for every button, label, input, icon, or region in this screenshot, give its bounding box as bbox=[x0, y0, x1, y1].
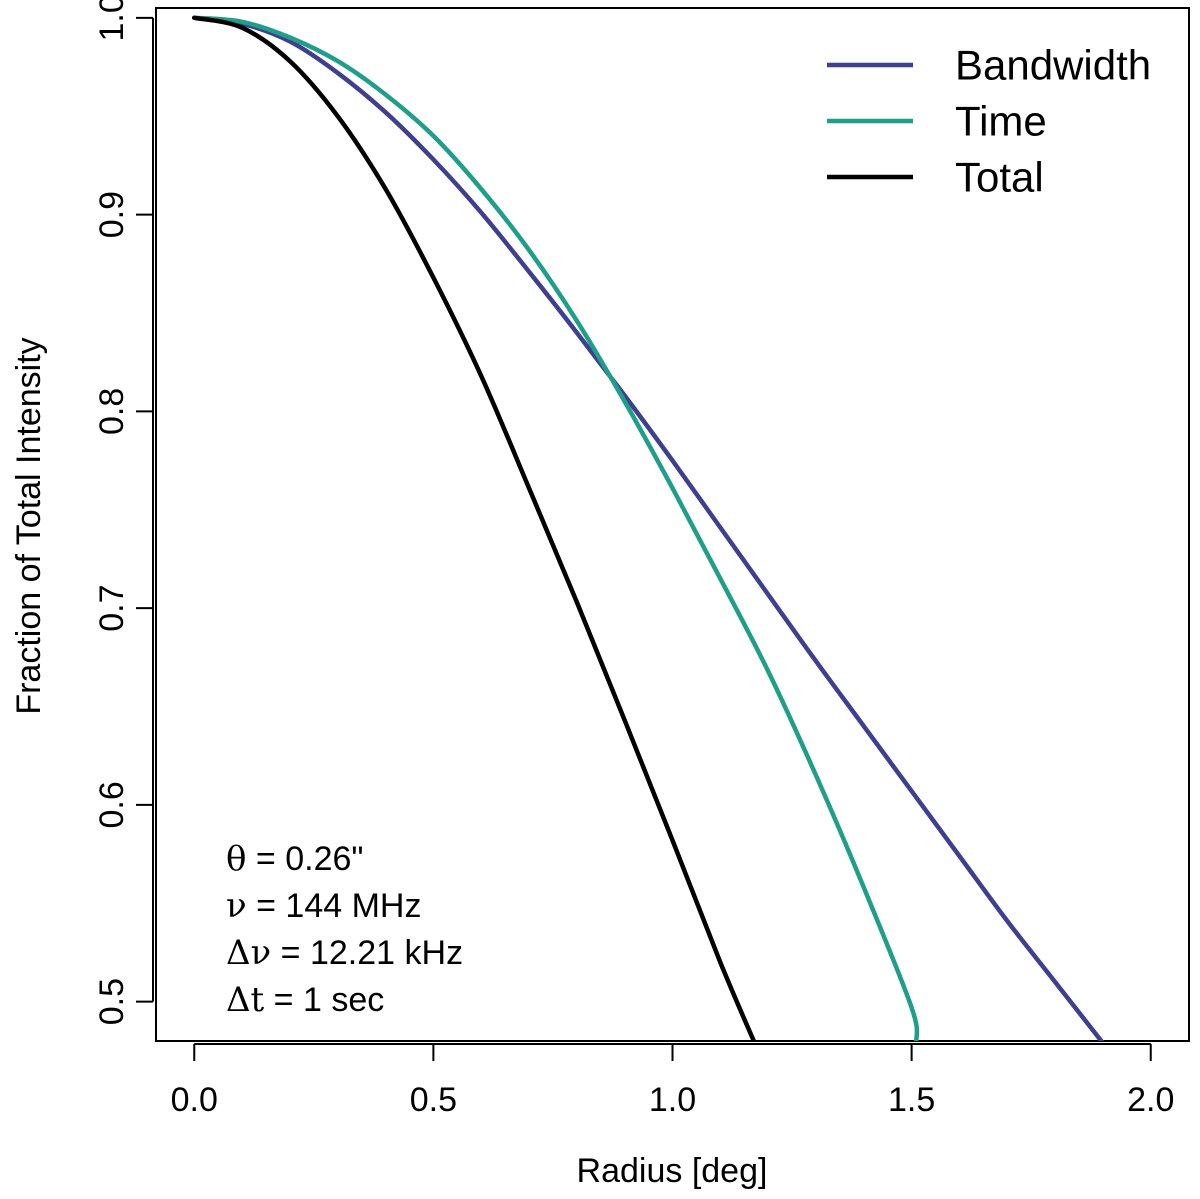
y-axis: 0.5 0.6 0.7 0.8 0.9 1.0 bbox=[93, 0, 154, 1025]
x-tick-label: 2.0 bbox=[1127, 1081, 1174, 1119]
annotation-value: = 12.21 kHz bbox=[271, 934, 463, 972]
annotation-symbol: θ bbox=[226, 839, 246, 879]
x-tick-label: 1.0 bbox=[649, 1081, 696, 1119]
legend: Bandwidth Time Total bbox=[827, 42, 1151, 201]
annotation-symbol: ν bbox=[226, 886, 247, 926]
y-tick-label: 0.6 bbox=[93, 781, 131, 828]
y-axis-title: Fraction of Total Intensity bbox=[10, 337, 48, 714]
legend-label-total: Total bbox=[955, 154, 1044, 201]
legend-label-bandwidth: Bandwidth bbox=[955, 42, 1151, 89]
y-tick-label: 0.5 bbox=[93, 978, 131, 1025]
annotation-symbol: Δν bbox=[226, 933, 271, 973]
y-tick-label: 0.8 bbox=[93, 388, 131, 435]
y-tick-label: 0.9 bbox=[93, 191, 131, 238]
x-axis: 0.0 0.5 1.0 1.5 2.0 bbox=[171, 1043, 1174, 1119]
annotation-value: = 1 sec bbox=[264, 981, 384, 1019]
annotation-line: Δt = 1 sec bbox=[226, 980, 384, 1020]
annotation-symbol: Δt bbox=[226, 980, 265, 1020]
y-tick-label: 0.7 bbox=[93, 584, 131, 631]
series-line-bandwidth bbox=[192, 15, 1105, 1041]
annotation-line: ν = 144 MHz bbox=[226, 886, 421, 926]
annotation-line: θ = 0.26" bbox=[226, 839, 363, 879]
series-line-time bbox=[192, 15, 920, 1041]
x-tick-label: 1.5 bbox=[888, 1081, 935, 1119]
plot-frame bbox=[155, 7, 1190, 1042]
annotation-line: Δν = 12.21 kHz bbox=[226, 933, 463, 973]
x-tick-label: 0.0 bbox=[171, 1081, 218, 1119]
series-line-total bbox=[192, 15, 757, 1041]
legend-label-time: Time bbox=[955, 98, 1047, 145]
y-tick-label: 1.0 bbox=[93, 0, 131, 41]
series-layer bbox=[192, 15, 1105, 1041]
x-axis-title: Radius [deg] bbox=[577, 1152, 768, 1190]
annotation-value: = 144 MHz bbox=[247, 887, 422, 925]
x-tick-label: 0.5 bbox=[410, 1081, 457, 1119]
annotation-value: = 0.26" bbox=[246, 840, 363, 878]
